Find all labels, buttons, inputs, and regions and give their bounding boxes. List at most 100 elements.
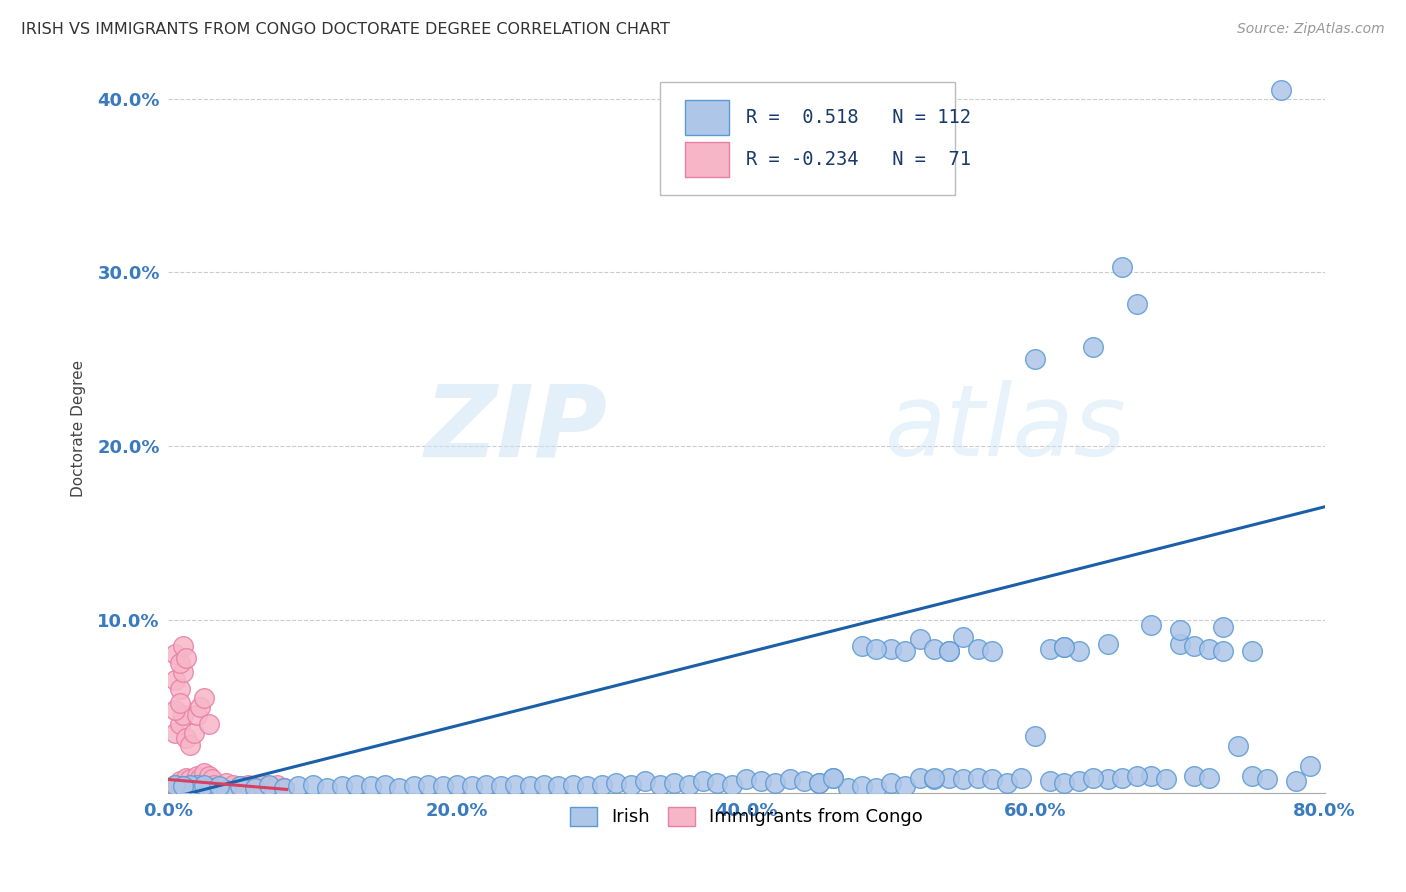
Point	[165, 725, 187, 739]
Point	[172, 708, 194, 723]
Point	[865, 781, 887, 796]
Point	[938, 644, 960, 658]
Point	[169, 717, 191, 731]
Point	[222, 781, 245, 796]
Point	[823, 771, 845, 785]
Point	[301, 778, 323, 792]
Point	[894, 644, 917, 658]
Point	[837, 781, 859, 796]
Point	[165, 648, 187, 662]
Point	[938, 644, 960, 658]
Point	[1083, 771, 1105, 785]
Point	[187, 781, 209, 796]
Point	[174, 651, 197, 665]
Point	[186, 781, 208, 796]
Point	[922, 772, 945, 787]
Point	[222, 778, 245, 792]
Point	[735, 772, 758, 787]
Point	[172, 776, 194, 790]
Point	[188, 771, 211, 785]
Point	[547, 780, 569, 794]
Point	[215, 783, 238, 797]
Point	[793, 774, 815, 789]
Point	[1184, 769, 1206, 783]
Point	[1198, 771, 1220, 785]
Point	[169, 656, 191, 670]
Point	[229, 783, 252, 797]
Point	[475, 778, 498, 792]
Point	[172, 780, 194, 794]
Point	[1226, 739, 1249, 754]
Point	[266, 781, 288, 796]
Point	[177, 781, 200, 796]
Point	[1284, 774, 1306, 789]
Point	[533, 778, 555, 792]
Point	[195, 781, 218, 796]
Point	[1053, 640, 1076, 655]
Point	[1125, 769, 1147, 783]
Point	[170, 781, 193, 796]
Point	[1168, 623, 1191, 637]
Bar	[685, 142, 730, 178]
Point	[894, 780, 917, 794]
Point	[250, 778, 273, 792]
Point	[165, 778, 187, 792]
Point	[186, 769, 208, 783]
Point	[1097, 772, 1119, 787]
Point	[330, 780, 353, 794]
Text: Source: ZipAtlas.com: Source: ZipAtlas.com	[1237, 22, 1385, 37]
Point	[208, 781, 231, 796]
Point	[204, 778, 226, 792]
Point	[200, 772, 222, 787]
Point	[922, 642, 945, 657]
Point	[273, 781, 295, 796]
Point	[648, 778, 671, 792]
Point	[167, 780, 190, 794]
Point	[1010, 771, 1032, 785]
Point	[188, 699, 211, 714]
Point	[236, 778, 259, 792]
Point	[259, 780, 281, 794]
Point	[489, 780, 512, 794]
Point	[865, 642, 887, 657]
Point	[229, 780, 252, 794]
Point	[197, 769, 219, 783]
Point	[1125, 296, 1147, 310]
Text: IRISH VS IMMIGRANTS FROM CONGO DOCTORATE DEGREE CORRELATION CHART: IRISH VS IMMIGRANTS FROM CONGO DOCTORATE…	[21, 22, 671, 37]
Point	[174, 731, 197, 745]
Point	[169, 696, 191, 710]
Point	[634, 774, 657, 789]
Point	[236, 781, 259, 796]
Point	[922, 771, 945, 785]
Point	[201, 783, 224, 797]
Point	[1039, 774, 1062, 789]
Point	[179, 738, 201, 752]
Legend: Irish, Immigrants from Congo: Irish, Immigrants from Congo	[561, 798, 932, 836]
Point	[418, 778, 440, 792]
Point	[179, 772, 201, 787]
Point	[166, 781, 188, 796]
Point	[908, 632, 931, 646]
Y-axis label: Doctorate Degree: Doctorate Degree	[72, 360, 86, 497]
Point	[952, 772, 974, 787]
Point	[1184, 639, 1206, 653]
Point	[706, 776, 728, 790]
Point	[1067, 644, 1090, 658]
Point	[1067, 774, 1090, 789]
Point	[1053, 640, 1076, 655]
Point	[172, 639, 194, 653]
Point	[1140, 618, 1163, 632]
Point	[243, 783, 266, 797]
Point	[197, 717, 219, 731]
Point	[374, 778, 396, 792]
Point	[576, 780, 599, 794]
Point	[807, 776, 830, 790]
Point	[1097, 637, 1119, 651]
Point	[183, 725, 205, 739]
Point	[200, 781, 222, 796]
Point	[190, 783, 212, 797]
Point	[198, 783, 221, 797]
Point	[388, 781, 411, 796]
Point	[721, 778, 744, 792]
Point	[266, 778, 288, 792]
